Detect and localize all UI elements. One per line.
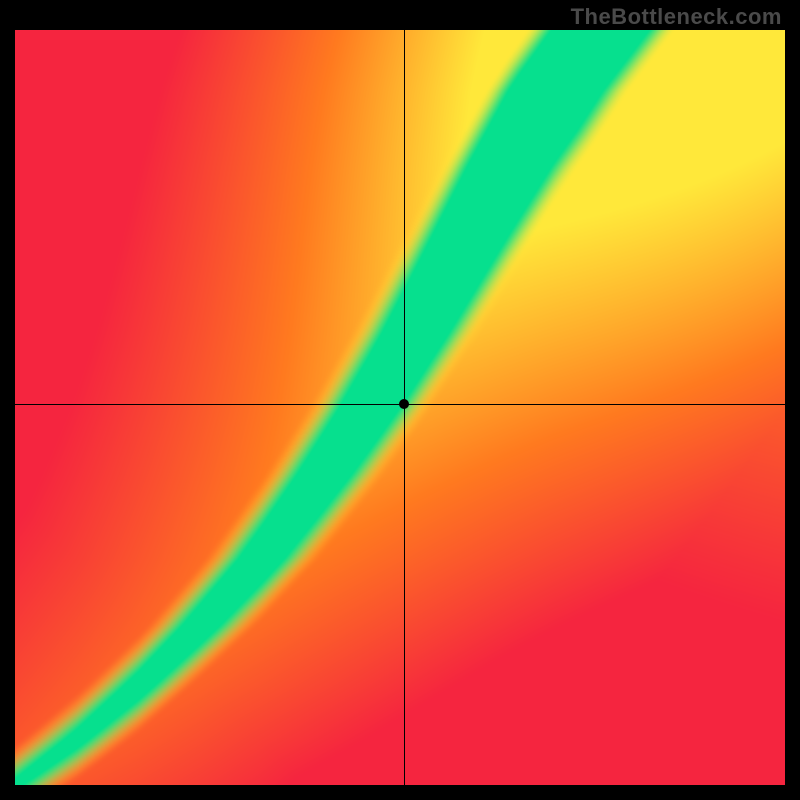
chart-frame: TheBottleneck.com [0,0,800,800]
watermark-text: TheBottleneck.com [571,4,782,30]
crosshair-marker [399,399,409,409]
